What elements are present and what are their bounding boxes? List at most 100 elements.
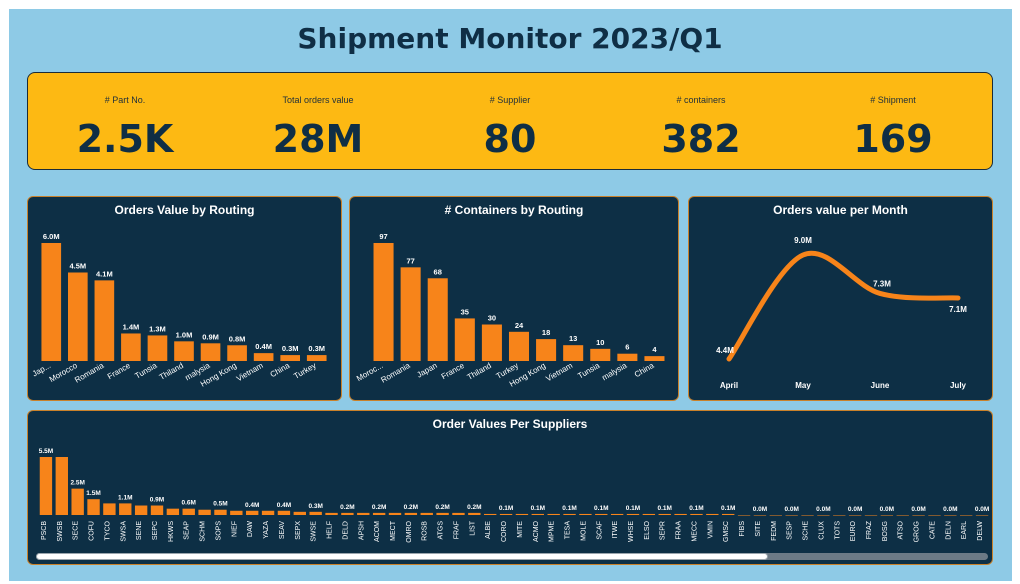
chart-bar bbox=[515, 513, 529, 515]
tick-label: FRAA bbox=[676, 521, 683, 540]
data-label: 4.5M bbox=[69, 262, 86, 271]
data-label: 4.1M bbox=[96, 269, 113, 278]
data-label: 0.0M bbox=[848, 506, 862, 513]
chart-bar bbox=[626, 513, 640, 515]
chart-bar bbox=[642, 513, 656, 515]
chart-bar bbox=[306, 355, 327, 361]
tick-label: OMRO bbox=[406, 520, 413, 542]
chart-bar bbox=[737, 515, 751, 516]
tick-label: MECT bbox=[390, 520, 397, 541]
scrollbar-thumb[interactable] bbox=[36, 553, 768, 560]
chart-bar bbox=[590, 348, 611, 361]
tick-label: SWSA bbox=[120, 521, 127, 542]
tick-label: PSCB bbox=[41, 521, 48, 540]
tick-label: ROSB bbox=[422, 521, 429, 541]
kpi-label: Total orders value bbox=[282, 95, 354, 105]
chart-bar bbox=[174, 341, 194, 361]
chart-bar bbox=[420, 512, 433, 515]
routing-value-chart[interactable]: Orders Value by Routing 6.0M Jap... 4.5M Mo… bbox=[27, 196, 342, 401]
chart-bar bbox=[499, 513, 513, 515]
series-line bbox=[726, 250, 961, 362]
chart-bar bbox=[563, 513, 576, 515]
data-label: 0.4M bbox=[255, 342, 272, 351]
tick-label: FEDM bbox=[771, 521, 778, 541]
chart-bar bbox=[147, 335, 168, 361]
tick-label: Romania bbox=[73, 361, 106, 385]
horizontal-scrollbar[interactable] bbox=[36, 553, 988, 560]
chart-bar bbox=[912, 515, 925, 516]
data-label: 97 bbox=[379, 232, 387, 241]
chart-bar bbox=[801, 515, 814, 516]
chart-bar bbox=[944, 515, 957, 516]
data-label: 0.2M bbox=[404, 504, 418, 511]
tick-label: SITE bbox=[755, 521, 762, 537]
tick-label: MECC bbox=[691, 521, 698, 542]
chart-bar bbox=[230, 510, 243, 515]
chart-bar bbox=[253, 353, 274, 361]
routing-containers-chart[interactable]: # Containers by Routing 97 Moroc... 77 Roma… bbox=[349, 196, 679, 401]
chart-bar bbox=[404, 512, 418, 515]
data-label: 0.4M bbox=[277, 502, 291, 509]
tick-label: May bbox=[795, 381, 811, 390]
kpi-supplier[interactable]: # Supplier 80 bbox=[415, 73, 605, 171]
chart-bar bbox=[341, 512, 354, 515]
tick-label: SESP bbox=[787, 521, 794, 540]
data-label: 0.1M bbox=[658, 505, 672, 512]
data-label: 0.0M bbox=[816, 506, 830, 513]
data-label: 0.8M bbox=[229, 334, 246, 343]
tick-label: France bbox=[106, 361, 133, 382]
kpi-containers[interactable]: # containers 382 bbox=[606, 73, 796, 171]
tick-label: MPME bbox=[549, 521, 556, 542]
data-label: 0.1M bbox=[594, 505, 608, 512]
kpi-orders-value[interactable]: Total orders value 28M bbox=[223, 73, 413, 171]
tick-label: TYCO bbox=[104, 520, 111, 540]
chart-bar bbox=[644, 356, 665, 361]
data-label: 1.0M bbox=[176, 330, 193, 339]
kpi-part-no[interactable]: # Part No. 2.5K bbox=[30, 73, 220, 171]
data-label: 4 bbox=[652, 345, 657, 354]
supplier-value-chart[interactable]: Order Values Per Suppliers 5.5M PSCB SWSB 2… bbox=[27, 410, 993, 565]
data-point bbox=[956, 295, 960, 300]
data-point bbox=[801, 253, 805, 257]
data-label: 0.0M bbox=[784, 506, 798, 513]
tick-label: ALBE bbox=[485, 521, 492, 539]
routing-value-plot: 6.0MJap...4.5MMorocco4.1MRomania1.4MFran… bbox=[31, 232, 327, 389]
chart-bar bbox=[617, 353, 638, 361]
data-label: 7.3M bbox=[873, 279, 891, 288]
chart-bar bbox=[427, 278, 448, 361]
data-label: 0.3M bbox=[308, 503, 322, 510]
tick-label: DELD bbox=[342, 521, 349, 540]
tick-label: ATGS bbox=[438, 521, 445, 540]
tick-label: WHSE bbox=[628, 521, 635, 542]
tick-label: COFU bbox=[89, 521, 96, 541]
monthly-value-chart[interactable]: Orders value per Month 4.4M April 9.0M May 7… bbox=[688, 196, 993, 401]
kpi-shipment[interactable]: # Shipment 169 bbox=[798, 73, 988, 171]
chart-bar bbox=[280, 355, 301, 361]
page-title: Shipment Monitor 2023/Q1 bbox=[297, 22, 723, 55]
tick-label: malysia bbox=[600, 361, 628, 383]
data-label: 10 bbox=[596, 338, 604, 347]
tick-label: BOSG bbox=[882, 521, 889, 541]
tick-label: GMSC bbox=[723, 521, 730, 542]
kpi-label: # containers bbox=[676, 95, 726, 105]
tick-label: Tunsia bbox=[133, 361, 159, 381]
data-label: 0.2M bbox=[340, 504, 354, 511]
data-label: 35 bbox=[461, 307, 469, 316]
chart-bar bbox=[960, 515, 973, 516]
chart-bar bbox=[896, 515, 909, 516]
chart-bar bbox=[325, 512, 338, 515]
chart-bar bbox=[658, 513, 671, 515]
data-label: 13 bbox=[569, 334, 577, 343]
kpi-value: 80 bbox=[483, 117, 537, 161]
tick-label: DELW bbox=[977, 521, 984, 541]
routing-containers-plot: 97Moroc...77Romania68Japan35France30Thil… bbox=[355, 232, 665, 389]
tick-label: HELF bbox=[327, 521, 334, 539]
tick-label: EARL bbox=[961, 521, 968, 539]
tick-label: Turkey bbox=[292, 361, 317, 381]
tick-label: YAZA bbox=[263, 521, 270, 539]
chart-bar bbox=[833, 515, 846, 516]
chart-bar bbox=[261, 510, 275, 515]
data-label: 0.1M bbox=[499, 505, 513, 512]
data-label: 0.1M bbox=[562, 505, 576, 512]
kpi-value: 28M bbox=[272, 117, 364, 161]
